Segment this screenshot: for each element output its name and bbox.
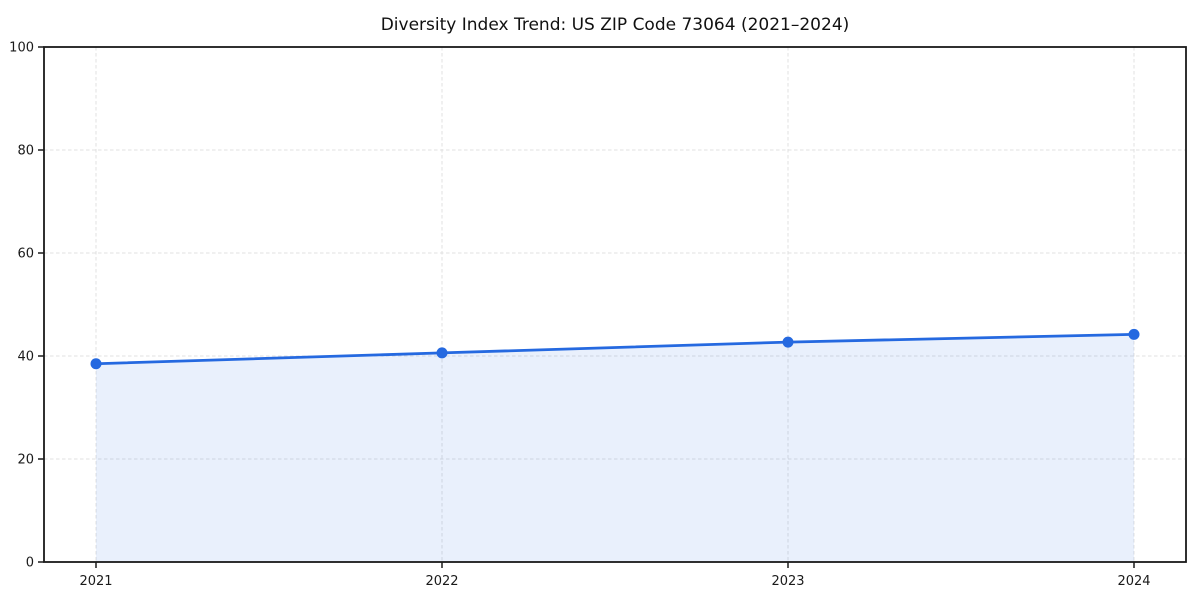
data-point-marker [90, 358, 102, 370]
area-fill-shape [96, 334, 1134, 562]
x-tick-label: 2022 [425, 574, 458, 589]
data-point-marker [1128, 328, 1140, 340]
data-point-markers [90, 328, 1140, 370]
tick-labels: 0 20 40 60 80 100 2021 2022 2023 2024 [9, 41, 1150, 590]
x-tick-label: 2024 [1117, 574, 1150, 589]
x-tick-label: 2023 [771, 574, 804, 589]
trend-line-path [94, 332, 1136, 366]
y-tick-label: 80 [17, 144, 34, 159]
y-tick-label: 60 [17, 247, 34, 262]
tick-marks [38, 46, 1135, 568]
y-tick-label: 0 [26, 556, 34, 571]
y-tick-label: 20 [17, 453, 34, 468]
area-fill [96, 334, 1134, 562]
axes-spines [43, 46, 1187, 563]
trend-line [94, 332, 1136, 366]
chart-title: Diversity Index Trend: US ZIP Code 73064… [381, 15, 850, 35]
y-tick-label: 100 [9, 41, 34, 56]
data-point-marker [782, 336, 794, 348]
x-tick-label: 2021 [79, 574, 112, 589]
y-tick-label: 40 [17, 350, 34, 365]
axes-box [43, 46, 1187, 563]
data-point-marker [436, 347, 448, 359]
